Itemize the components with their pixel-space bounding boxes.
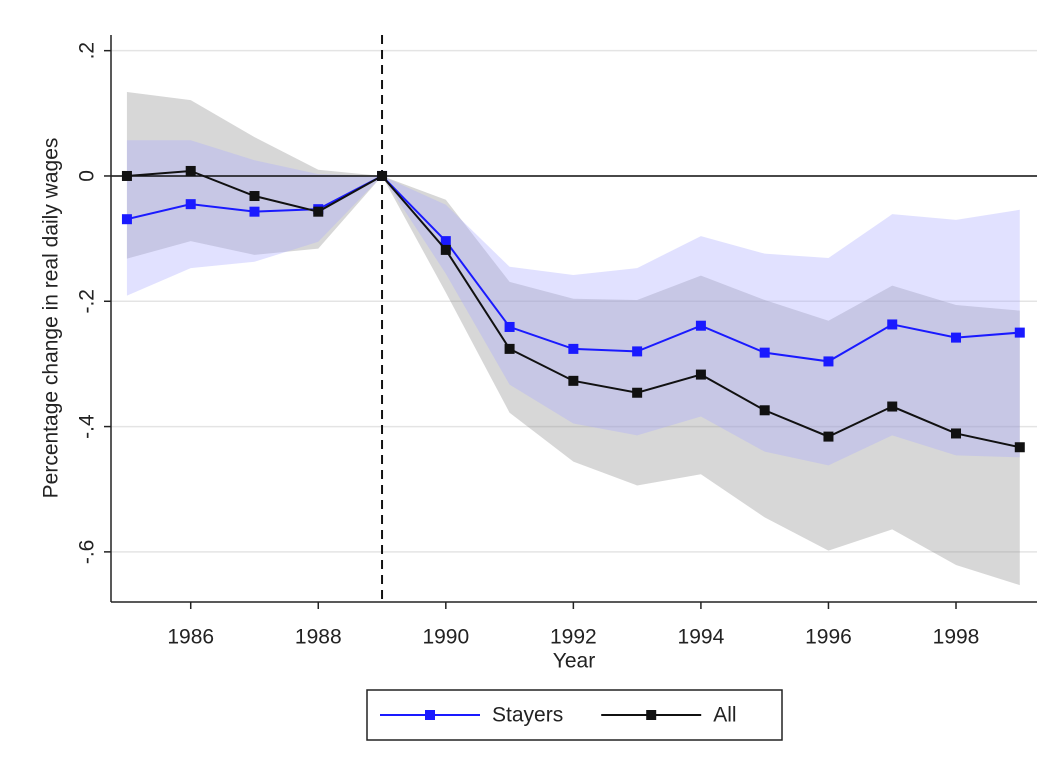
y-axis-label: Percentage change in real daily wages xyxy=(40,138,63,499)
point-marker xyxy=(695,369,706,380)
y-tick-label: -.4 xyxy=(76,414,99,439)
legend-label: All xyxy=(713,704,736,727)
point-marker xyxy=(759,405,770,416)
point-marker xyxy=(823,356,834,367)
point-marker xyxy=(249,206,260,217)
point-marker xyxy=(951,332,962,343)
x-tick-label: 1994 xyxy=(678,626,725,649)
point-marker xyxy=(887,319,898,330)
legend-label: Stayers xyxy=(492,704,563,727)
point-marker xyxy=(249,191,260,202)
x-tick-label: 1996 xyxy=(805,626,852,649)
point-marker xyxy=(632,387,643,398)
point-marker xyxy=(504,321,515,332)
point-marker xyxy=(313,206,324,217)
y-tick-label: .2 xyxy=(76,42,99,60)
point-marker xyxy=(823,431,834,442)
point-marker xyxy=(504,343,515,354)
point-marker xyxy=(568,343,579,354)
point-marker xyxy=(951,428,962,439)
point-marker xyxy=(632,346,643,357)
point-marker xyxy=(377,170,388,181)
y-tick-label: 0 xyxy=(76,170,99,182)
x-tick-label: 1992 xyxy=(550,626,597,649)
legend-marker xyxy=(425,710,435,720)
point-marker xyxy=(121,214,132,225)
point-marker xyxy=(887,401,898,412)
x-tick-label: 1990 xyxy=(422,626,469,649)
x-tick-label: 1986 xyxy=(167,626,214,649)
point-marker xyxy=(440,236,451,247)
point-marker xyxy=(759,347,770,358)
point-marker xyxy=(1014,442,1025,453)
point-marker xyxy=(1014,327,1025,338)
x-tick-label: 1998 xyxy=(933,626,980,649)
point-marker xyxy=(568,375,579,386)
x-axis-label: Year xyxy=(553,650,595,673)
point-marker xyxy=(185,199,196,210)
y-tick-label: -.6 xyxy=(76,540,99,565)
legend: Stayers All xyxy=(366,689,783,741)
legend-marker xyxy=(646,710,657,720)
point-marker xyxy=(440,244,451,255)
x-tick-label: 1988 xyxy=(295,626,342,649)
point-marker xyxy=(695,320,706,331)
point-marker xyxy=(121,170,132,181)
confidence-band xyxy=(126,92,1020,586)
y-tick-label: -.2 xyxy=(76,289,99,314)
point-marker xyxy=(185,165,196,176)
confidence-band xyxy=(126,140,1020,466)
